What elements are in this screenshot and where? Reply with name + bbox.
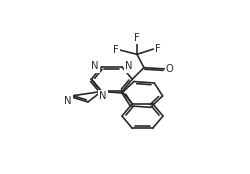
Text: F: F	[134, 33, 140, 43]
Text: N: N	[91, 61, 98, 72]
Text: N: N	[99, 91, 106, 101]
Text: N: N	[124, 61, 132, 72]
Text: N: N	[64, 96, 71, 106]
Text: F: F	[155, 44, 160, 54]
Text: O: O	[165, 64, 173, 74]
Text: F: F	[112, 45, 118, 55]
